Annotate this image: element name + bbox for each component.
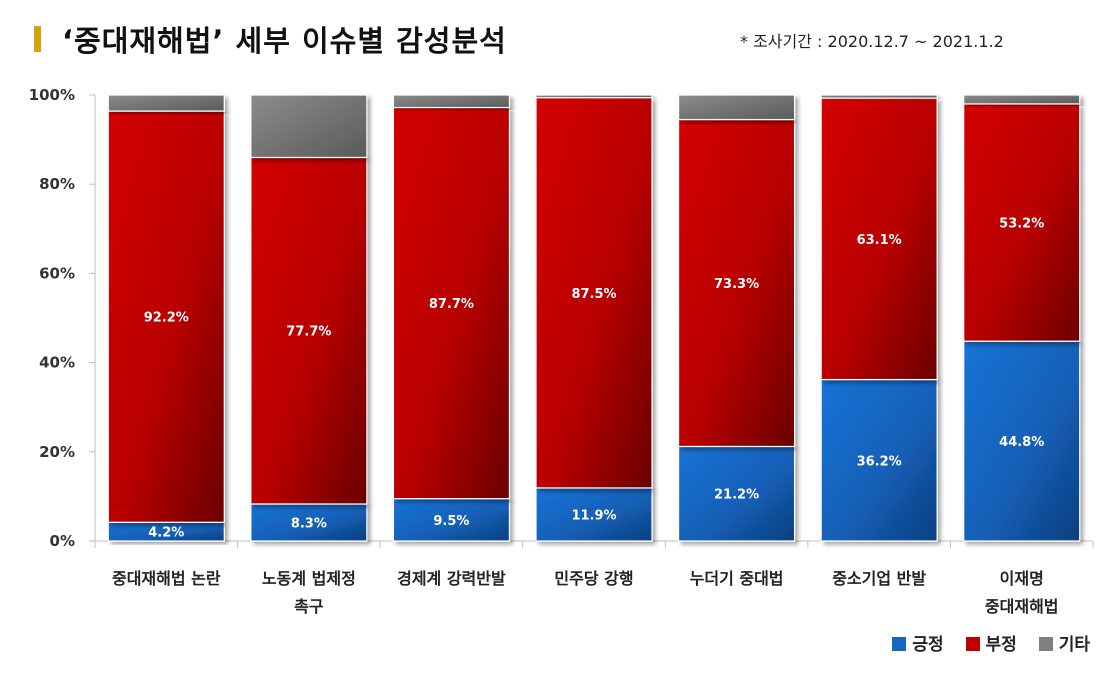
bar-segment-positive — [963, 340, 1081, 542]
bar-segment-other — [963, 94, 1081, 105]
legend-item-other: 기타 — [1038, 630, 1090, 655]
legend-label-other: 기타 — [1058, 635, 1090, 655]
y-tick-label: 40% — [39, 354, 75, 372]
bar-segment-negative — [677, 118, 796, 448]
x-category-label: 누더기 중대법 — [690, 569, 784, 588]
data-label: 21.2% — [714, 488, 759, 503]
data-label: 53.2% — [999, 217, 1044, 232]
bar-segment-positive — [820, 378, 938, 542]
legend-swatch-positive — [892, 637, 907, 651]
legend-swatch-other — [1038, 637, 1053, 651]
x-category-label: 경제계 강력반발 — [397, 569, 506, 588]
bar-segment-positive — [535, 487, 653, 542]
bar-segment-negative — [820, 97, 938, 381]
bar-segment-other — [535, 94, 653, 99]
y-tick-label: 0% — [50, 532, 75, 550]
data-label: 8.3% — [291, 516, 327, 531]
data-label: 44.8% — [999, 435, 1044, 450]
bar-segment-positive — [250, 503, 368, 542]
data-label: 9.5% — [433, 514, 469, 529]
bar-segment-negative — [107, 110, 225, 523]
bar-segment-positive — [677, 445, 796, 542]
data-label: 92.2% — [144, 311, 189, 326]
legend-item-negative: 부정 — [965, 630, 1017, 655]
title-accent-bar — [34, 26, 41, 52]
data-label: 11.9% — [571, 508, 616, 523]
legend: 긍정 부정 기타 — [0, 630, 1090, 655]
page-title: ‘중대재해법’ 세부 이슈별 감성분석 — [62, 24, 507, 58]
y-tick-label: 20% — [39, 443, 75, 461]
data-label: 63.1% — [857, 233, 902, 248]
bar-segment-negative — [250, 156, 368, 505]
data-label: 73.3% — [714, 277, 759, 292]
data-label: 87.5% — [571, 287, 616, 302]
y-tick-label: 100% — [29, 86, 75, 104]
bar-segment-negative — [535, 97, 653, 489]
bar-segment-other — [677, 94, 796, 121]
bar-segment-other — [392, 94, 511, 109]
y-tick-label: 80% — [39, 175, 75, 193]
bar-segment-other — [107, 94, 225, 112]
data-label: 4.2% — [148, 526, 184, 541]
bar-segment-other — [250, 94, 368, 159]
legend-label-positive: 긍정 — [912, 635, 944, 655]
x-category-label: 중대재해법 — [985, 597, 1059, 616]
bar-segment-negative — [392, 106, 511, 500]
data-label: 77.7% — [286, 325, 331, 340]
bar-segment-other — [820, 94, 938, 99]
y-tick-label: 60% — [39, 264, 75, 282]
data-label: 36.2% — [857, 454, 902, 469]
survey-period: * 조사기간 : 2020.12.7 ~ 2021.1.2 — [740, 32, 1004, 51]
data-label: 87.7% — [429, 297, 474, 312]
x-category-label: 중소기업 반발 — [832, 569, 926, 588]
legend-item-positive: 긍정 — [892, 630, 944, 655]
x-category-label: 민주당 강행 — [554, 569, 633, 588]
legend-label-negative: 부정 — [985, 635, 1017, 655]
x-category-label: 중대재해법 논란 — [112, 569, 221, 588]
bar-segment-negative — [963, 103, 1081, 342]
x-category-label: 촉구 — [294, 597, 324, 616]
x-category-label: 이재명 — [1000, 569, 1044, 588]
legend-swatch-negative — [965, 637, 980, 651]
x-category-label: 노동계 법제정 — [262, 569, 356, 588]
